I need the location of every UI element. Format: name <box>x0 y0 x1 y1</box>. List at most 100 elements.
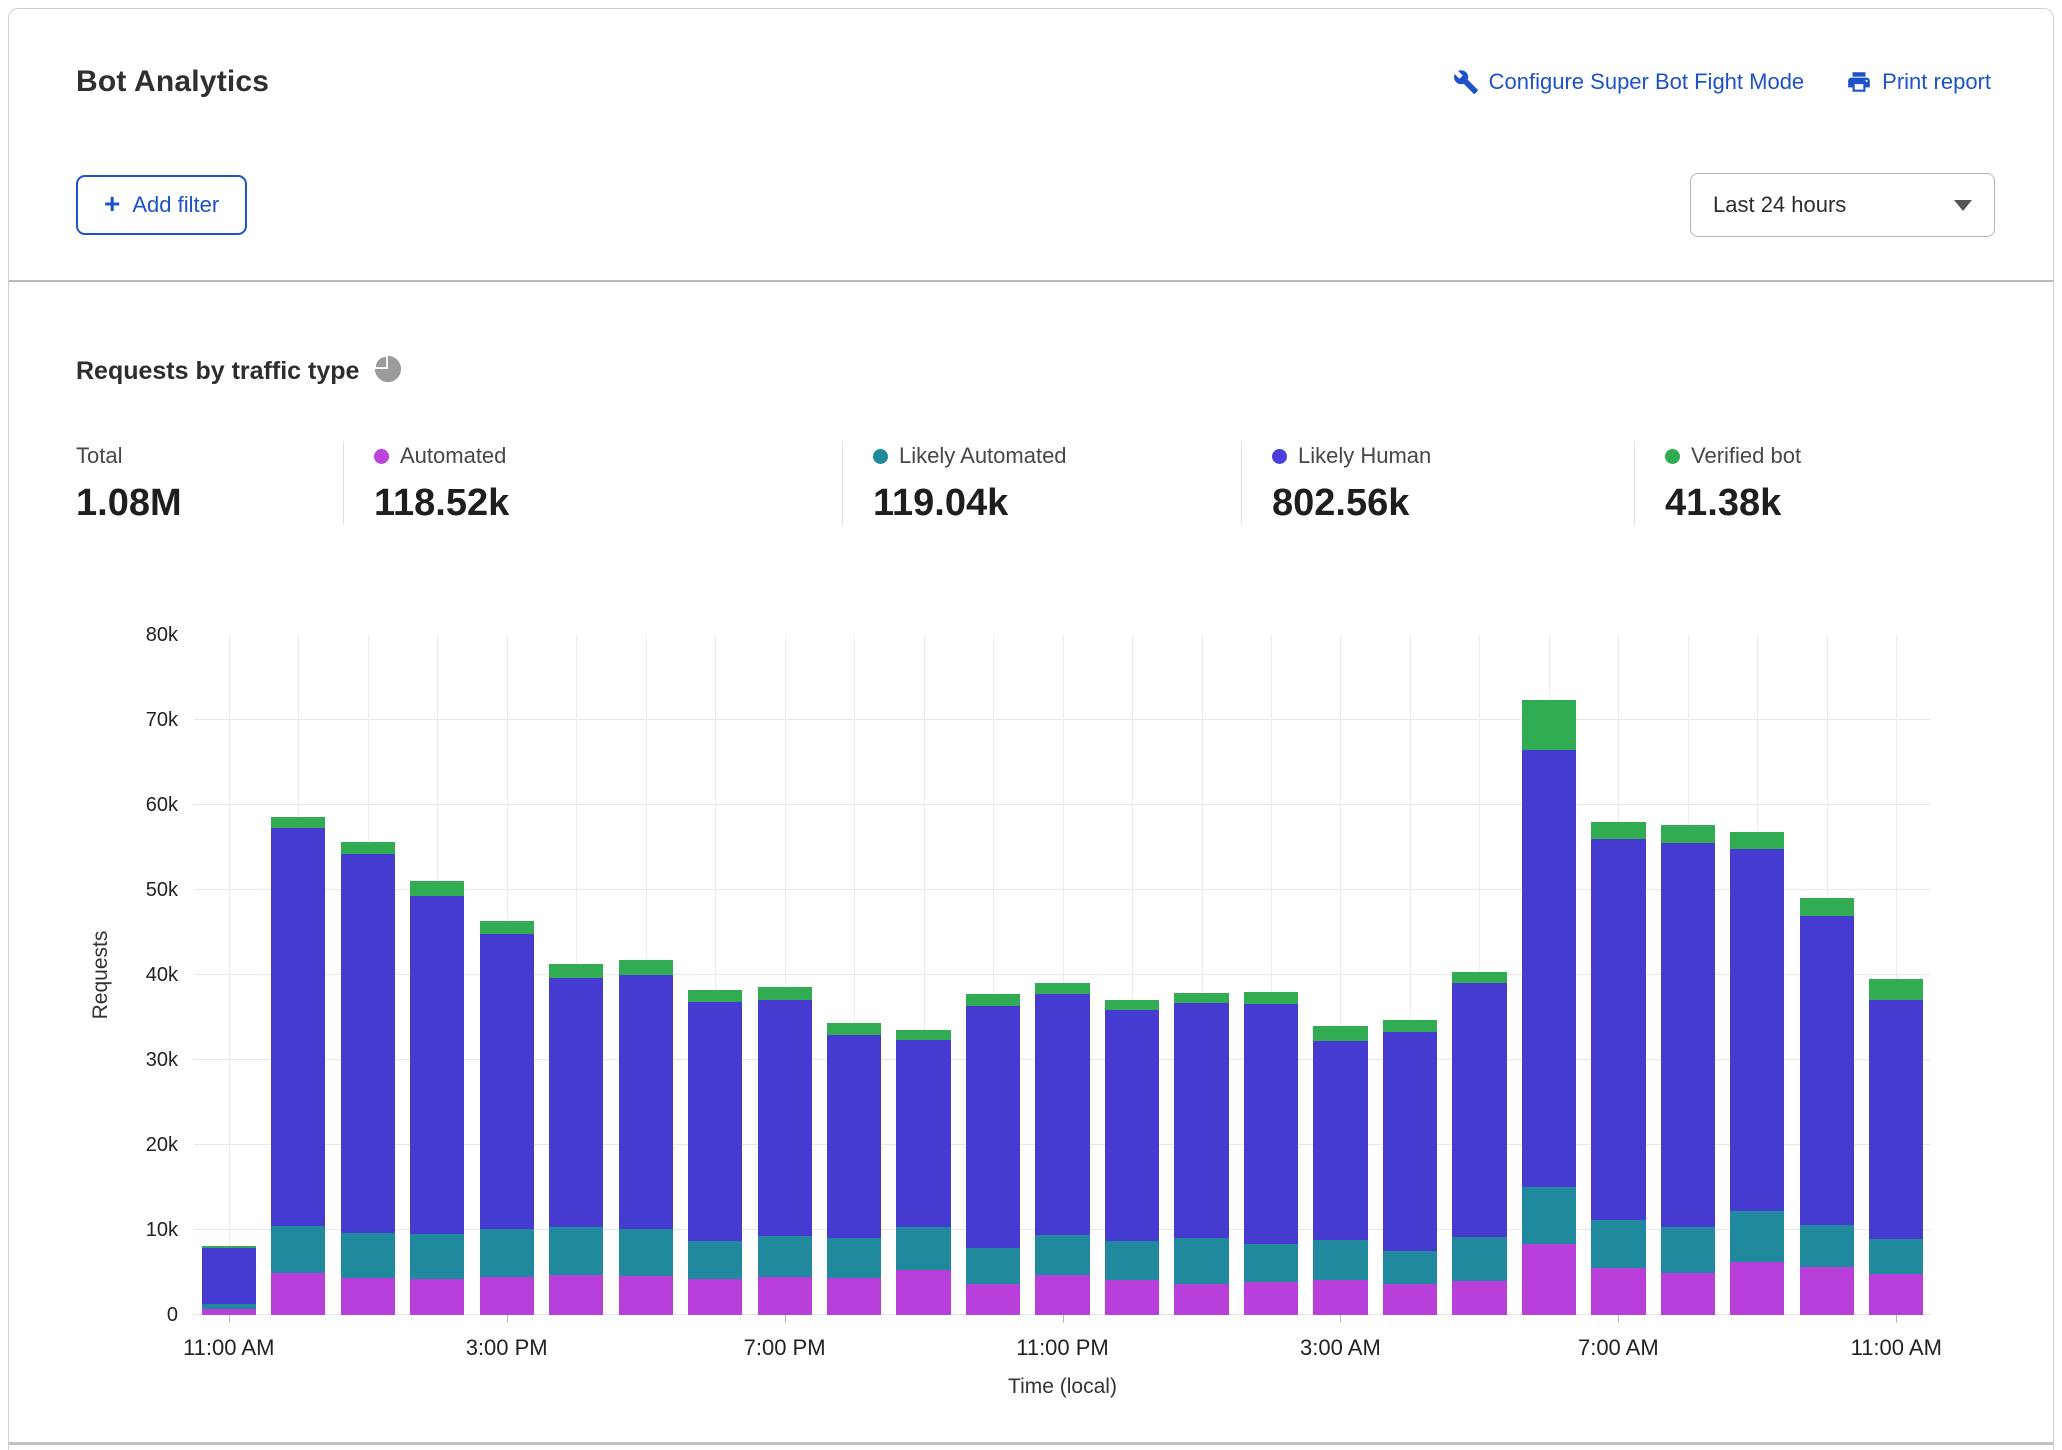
bar-segment-likely-human[interactable] <box>549 978 603 1228</box>
bar-segment-automated[interactable] <box>1452 1281 1506 1315</box>
chart-bar[interactable] <box>827 1023 881 1315</box>
bar-segment-likely-automated[interactable] <box>1035 1235 1089 1275</box>
bar-segment-likely-automated[interactable] <box>271 1226 325 1273</box>
bar-segment-verified-bot[interactable] <box>1661 825 1715 843</box>
bar-segment-likely-automated[interactable] <box>966 1248 1020 1285</box>
bar-segment-automated[interactable] <box>1244 1282 1298 1315</box>
chart-bar[interactable] <box>410 881 464 1315</box>
bar-segment-automated[interactable] <box>1661 1273 1715 1316</box>
bar-segment-likely-automated[interactable] <box>619 1229 673 1276</box>
bar-segment-verified-bot[interactable] <box>1522 700 1576 750</box>
bar-segment-likely-automated[interactable] <box>1800 1225 1854 1268</box>
bar-segment-likely-automated[interactable] <box>896 1227 950 1270</box>
chart-bar[interactable] <box>1313 1026 1367 1315</box>
bar-segment-verified-bot[interactable] <box>1313 1026 1367 1041</box>
bar-segment-likely-automated[interactable] <box>1869 1239 1923 1274</box>
bar-segment-likely-human[interactable] <box>619 975 673 1229</box>
bar-segment-likely-human[interactable] <box>966 1006 1020 1248</box>
bar-segment-likely-human[interactable] <box>1661 843 1715 1227</box>
bar-segment-likely-human[interactable] <box>1591 839 1645 1220</box>
bar-segment-likely-human[interactable] <box>896 1040 950 1228</box>
bar-segment-likely-automated[interactable] <box>1522 1187 1576 1245</box>
time-range-select[interactable]: Last 24 hours <box>1690 173 1995 237</box>
bar-segment-likely-human[interactable] <box>758 1000 812 1237</box>
bar-segment-likely-automated[interactable] <box>1383 1251 1437 1283</box>
bar-segment-automated[interactable] <box>549 1275 603 1315</box>
bar-segment-automated[interactable] <box>1035 1275 1089 1315</box>
bar-segment-likely-human[interactable] <box>1800 916 1854 1225</box>
chart-bar[interactable] <box>1800 898 1854 1315</box>
bar-segment-verified-bot[interactable] <box>1105 1000 1159 1009</box>
bar-segment-automated[interactable] <box>827 1278 881 1315</box>
bar-segment-verified-bot[interactable] <box>1730 832 1784 849</box>
chart-bar[interactable] <box>619 960 673 1315</box>
bar-segment-verified-bot[interactable] <box>1174 993 1228 1003</box>
bar-segment-automated[interactable] <box>688 1279 742 1315</box>
bar-segment-likely-automated[interactable] <box>549 1227 603 1275</box>
chart-bar[interactable] <box>896 1030 950 1315</box>
chart-bar[interactable] <box>688 990 742 1315</box>
chart-bar[interactable] <box>1105 1000 1159 1315</box>
chart-bar[interactable] <box>341 842 395 1315</box>
bar-segment-automated[interactable] <box>1800 1267 1854 1315</box>
bar-segment-automated[interactable] <box>271 1273 325 1315</box>
bar-segment-likely-human[interactable] <box>202 1248 256 1304</box>
bar-segment-verified-bot[interactable] <box>966 994 1020 1005</box>
chart-bar[interactable] <box>966 994 1020 1315</box>
bar-segment-likely-human[interactable] <box>480 934 534 1229</box>
bar-segment-verified-bot[interactable] <box>271 817 325 828</box>
configure-sbfm-link[interactable]: Configure Super Bot Fight Mode <box>1453 69 1805 95</box>
bar-segment-automated[interactable] <box>341 1278 395 1315</box>
bar-segment-automated[interactable] <box>1869 1274 1923 1315</box>
bar-segment-automated[interactable] <box>410 1279 464 1315</box>
bar-segment-likely-human[interactable] <box>1174 1003 1228 1238</box>
chart-bar[interactable] <box>1869 979 1923 1315</box>
chart-bar[interactable] <box>1522 700 1576 1315</box>
bar-segment-automated[interactable] <box>758 1277 812 1315</box>
bar-segment-likely-automated[interactable] <box>1313 1240 1367 1280</box>
bar-segment-automated[interactable] <box>896 1270 950 1315</box>
bar-segment-verified-bot[interactable] <box>619 960 673 975</box>
bar-segment-likely-human[interactable] <box>1522 750 1576 1187</box>
bar-segment-verified-bot[interactable] <box>1452 972 1506 983</box>
bar-segment-likely-automated[interactable] <box>758 1236 812 1276</box>
bar-segment-verified-bot[interactable] <box>1244 992 1298 1004</box>
bar-segment-verified-bot[interactable] <box>758 987 812 1000</box>
bar-segment-likely-human[interactable] <box>827 1035 881 1238</box>
bar-segment-likely-human[interactable] <box>688 1002 742 1241</box>
chart-bar[interactable] <box>1383 1020 1437 1315</box>
bar-segment-likely-human[interactable] <box>410 896 464 1234</box>
add-filter-button[interactable]: + Add filter <box>76 175 247 235</box>
bar-segment-likely-human[interactable] <box>1452 983 1506 1237</box>
bar-segment-likely-automated[interactable] <box>1174 1238 1228 1284</box>
bar-segment-automated[interactable] <box>619 1276 673 1315</box>
bar-segment-verified-bot[interactable] <box>410 881 464 896</box>
bar-segment-likely-automated[interactable] <box>480 1229 534 1277</box>
bar-segment-automated[interactable] <box>1313 1280 1367 1315</box>
bar-segment-automated[interactable] <box>202 1309 256 1315</box>
chart-bar[interactable] <box>202 1246 256 1315</box>
bar-segment-automated[interactable] <box>1174 1284 1228 1316</box>
print-report-link[interactable]: Print report <box>1846 69 1991 95</box>
bar-segment-likely-human[interactable] <box>1869 1000 1923 1239</box>
bar-segment-verified-bot[interactable] <box>1800 898 1854 916</box>
chart-bar[interactable] <box>1244 992 1298 1315</box>
bar-segment-likely-human[interactable] <box>341 854 395 1232</box>
bar-segment-likely-human[interactable] <box>1244 1004 1298 1245</box>
bar-segment-verified-bot[interactable] <box>480 921 534 934</box>
chart-bar[interactable] <box>1174 993 1228 1315</box>
bar-segment-verified-bot[interactable] <box>688 990 742 1002</box>
bar-segment-automated[interactable] <box>1105 1280 1159 1315</box>
bar-segment-likely-human[interactable] <box>271 828 325 1226</box>
bar-segment-verified-bot[interactable] <box>549 964 603 978</box>
bar-segment-automated[interactable] <box>1383 1284 1437 1316</box>
bar-segment-likely-automated[interactable] <box>1591 1220 1645 1269</box>
chart-bar[interactable] <box>758 987 812 1315</box>
chart-bar[interactable] <box>1035 983 1089 1315</box>
bar-segment-likely-human[interactable] <box>1383 1032 1437 1251</box>
bar-segment-likely-automated[interactable] <box>410 1234 464 1279</box>
chart-bar[interactable] <box>480 921 534 1315</box>
chart-bar[interactable] <box>549 964 603 1315</box>
bar-segment-likely-human[interactable] <box>1313 1041 1367 1240</box>
bar-segment-verified-bot[interactable] <box>341 842 395 854</box>
